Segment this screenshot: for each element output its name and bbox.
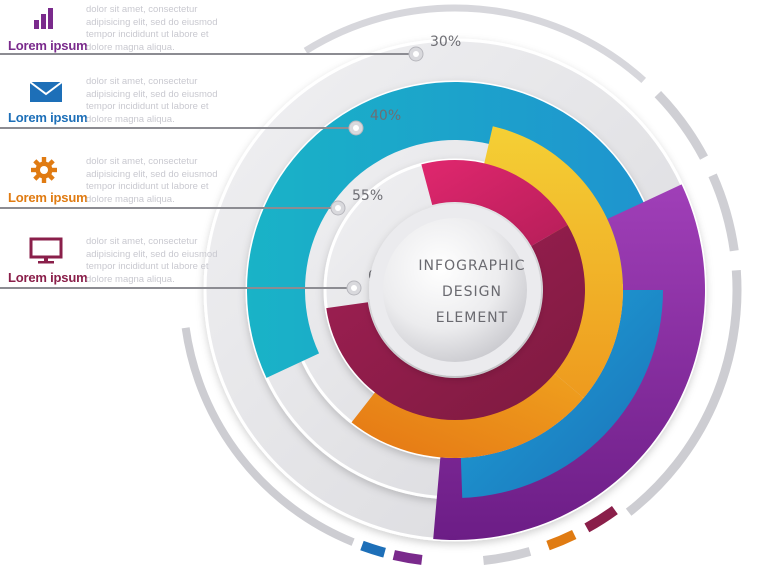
decorative-arc [392, 550, 423, 565]
center-sphere: INFOGRAPHIC DESIGN ELEMENT [369, 204, 541, 376]
decorative-arc [625, 270, 742, 516]
connector-knob-center [413, 51, 419, 57]
legend-title: Lorem ipsum [8, 110, 88, 125]
bar-chart-icon [34, 8, 53, 29]
legend-item-4: Lorem ipsum dolor sit amet, consectetur … [0, 236, 240, 316]
decorative-arc [360, 540, 386, 558]
decorative-arc [546, 529, 577, 551]
center-text-line-2: DESIGN [442, 284, 502, 300]
legend-item-3: Lorem ipsum dolor sit amet, consectetur … [0, 156, 240, 236]
ring-segment [460, 290, 663, 498]
decorative-arc [708, 173, 739, 252]
legend-description: dolor sit amet, consectetur adipisicing … [86, 4, 218, 53]
connector-knob-center [351, 285, 357, 291]
legend-title: Lorem ipsum [8, 190, 88, 205]
legend-description: dolor sit amet, consectetur adipisicing … [86, 156, 218, 205]
decorative-arc [181, 327, 355, 546]
envelope-icon [29, 81, 63, 102]
ring-segment [326, 225, 585, 420]
legend-title: Lorem ipsum [8, 270, 88, 285]
ring-segment [247, 82, 660, 378]
percent-label-2: 40% [370, 108, 401, 124]
percent-label-1: 30% [430, 34, 461, 50]
decorative-arc [303, 4, 647, 84]
legend-item-1: Lorem ipsum dolor sit amet, consectetur … [0, 4, 240, 84]
legend-description: dolor sit amet, consectetur adipisicing … [86, 76, 218, 125]
connector-knob-center [353, 125, 359, 131]
outer-decorative-arcs [181, 4, 742, 565]
monitor-icon [29, 237, 63, 264]
ring-segment [433, 184, 705, 540]
ring-segments [247, 82, 705, 540]
decorative-arc [584, 505, 618, 533]
connector-knob-center [335, 205, 341, 211]
decorative-arc [482, 547, 532, 565]
ring-segment [421, 160, 568, 246]
legend-description: dolor sit amet, consectetur adipisicing … [86, 236, 218, 285]
legend-item-2: Lorem ipsum dolor sit amet, consectetur … [0, 76, 240, 156]
gear-icon [31, 157, 57, 183]
legend-title: Lorem ipsum [8, 38, 88, 53]
percent-label-3: 55% [352, 188, 383, 204]
center-text-line-3: ELEMENT [436, 310, 508, 326]
center-text-line-1: INFOGRAPHIC [418, 258, 525, 274]
decorative-arc [654, 90, 708, 160]
